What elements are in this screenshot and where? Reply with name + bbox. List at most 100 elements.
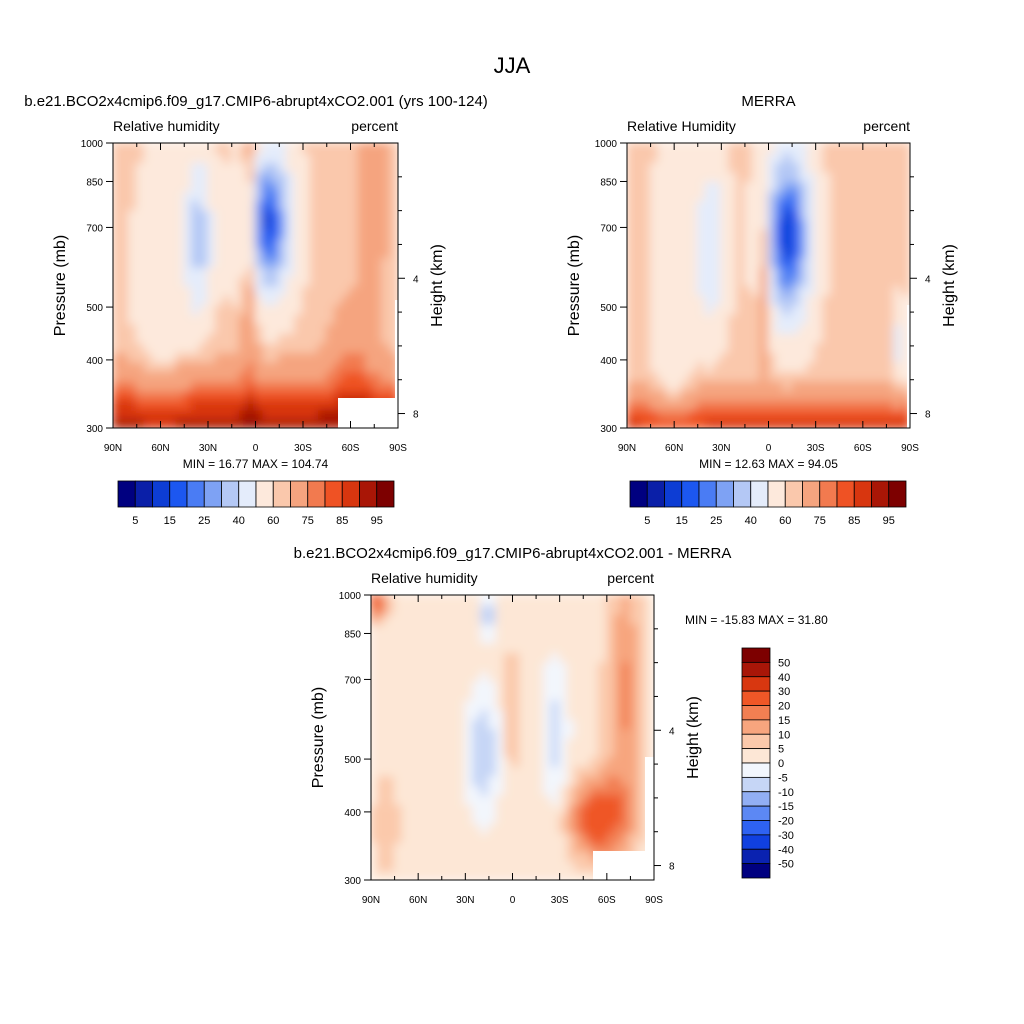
contour-cell bbox=[495, 595, 506, 606]
contour-cell bbox=[838, 408, 849, 420]
contour-cell bbox=[665, 237, 676, 249]
colorbar-box bbox=[715, 480, 734, 508]
contour-cell bbox=[175, 189, 186, 201]
contour-cell bbox=[286, 341, 297, 353]
contour-cell bbox=[629, 622, 640, 634]
contour-cell bbox=[901, 322, 910, 334]
contour-cell bbox=[605, 603, 616, 615]
contour-cell bbox=[621, 698, 632, 710]
contour-cell bbox=[425, 812, 435, 824]
contour-cell bbox=[814, 180, 825, 192]
contour-cell bbox=[759, 360, 770, 372]
contour-cell bbox=[417, 812, 428, 824]
contour-cell bbox=[574, 660, 585, 672]
contour-cell bbox=[519, 679, 530, 691]
contour-cell bbox=[869, 246, 880, 258]
contour-cell bbox=[590, 736, 600, 748]
contour-cell bbox=[798, 246, 809, 258]
contour-cell bbox=[720, 370, 731, 382]
contour-cell bbox=[167, 332, 178, 344]
contour-cell bbox=[759, 408, 770, 420]
contour-cell bbox=[657, 332, 668, 344]
contour-cell bbox=[199, 275, 209, 287]
contour-cell bbox=[590, 641, 600, 653]
contour-cell bbox=[597, 831, 608, 843]
contour-cell bbox=[846, 170, 856, 182]
contour-cell bbox=[590, 717, 600, 729]
contour-cell bbox=[861, 161, 872, 173]
contour-cell bbox=[791, 332, 801, 344]
contour-cell bbox=[688, 237, 699, 249]
contour-cell bbox=[511, 651, 522, 663]
contour-cell bbox=[495, 689, 506, 701]
contour-cell bbox=[317, 398, 328, 410]
contour-cell bbox=[681, 199, 691, 211]
contour-cell bbox=[246, 189, 257, 201]
contour-cell bbox=[175, 218, 186, 230]
contour-cell bbox=[720, 170, 731, 182]
contour-cell bbox=[649, 313, 660, 325]
contour-cell bbox=[519, 622, 530, 634]
contour-cell bbox=[688, 265, 699, 277]
y-tick-label: 500 bbox=[86, 303, 103, 314]
contour-cell bbox=[127, 180, 138, 192]
contour-cell bbox=[696, 170, 707, 182]
contour-cell bbox=[207, 408, 217, 420]
contour-cell bbox=[673, 360, 684, 372]
contour-cell bbox=[371, 660, 380, 672]
contour-cell bbox=[199, 143, 209, 154]
contour-cell bbox=[175, 275, 186, 287]
contour-cell bbox=[199, 389, 209, 401]
contour-cell bbox=[645, 746, 654, 758]
units-label: percent bbox=[607, 570, 654, 586]
contour-cell bbox=[673, 313, 684, 325]
contour-cell bbox=[806, 303, 817, 315]
contour-cell bbox=[207, 237, 217, 249]
contour-cell bbox=[333, 341, 344, 353]
contour-cell bbox=[613, 784, 624, 796]
y-tick-label: 300 bbox=[600, 424, 617, 435]
contour-cell bbox=[317, 370, 328, 382]
contour-cell bbox=[393, 841, 404, 853]
contour-cell bbox=[381, 294, 392, 306]
contour-cell bbox=[736, 143, 746, 154]
contour-cell bbox=[822, 256, 833, 268]
contour-cell bbox=[519, 651, 530, 663]
contour-cell bbox=[191, 218, 202, 230]
contour-cell bbox=[853, 370, 864, 382]
contour-cell bbox=[159, 341, 170, 353]
contour-cell bbox=[472, 822, 483, 834]
contour-cell bbox=[511, 708, 522, 720]
contour-cell bbox=[294, 313, 304, 325]
contour-cell bbox=[846, 143, 856, 154]
contour-cell bbox=[901, 218, 910, 230]
contour-cell bbox=[357, 227, 368, 239]
contour-cell bbox=[877, 398, 888, 410]
contour-cell bbox=[175, 294, 186, 306]
contour-cell bbox=[480, 698, 490, 710]
contour-cell bbox=[393, 595, 404, 606]
contour-cell bbox=[582, 632, 593, 644]
contour-cell bbox=[448, 755, 459, 767]
contour-cell bbox=[566, 803, 577, 815]
contour-cell bbox=[409, 670, 420, 682]
contour-cell bbox=[688, 199, 699, 211]
contour-cell bbox=[542, 755, 553, 767]
contour-cell bbox=[341, 294, 352, 306]
contour-cell bbox=[783, 143, 794, 154]
right-tick-label: 4 bbox=[669, 726, 675, 737]
contour-cell bbox=[425, 831, 435, 843]
contour-cell bbox=[222, 332, 233, 344]
contour-cell bbox=[371, 765, 380, 777]
contour-cell bbox=[373, 284, 384, 296]
contour-cell bbox=[377, 746, 388, 758]
contour-cell bbox=[333, 151, 344, 163]
contour-cell bbox=[877, 360, 888, 372]
colorbar-label: 15 bbox=[676, 515, 688, 527]
contour-cell bbox=[349, 313, 360, 325]
contour-cell bbox=[207, 322, 217, 334]
contour-cell bbox=[657, 180, 668, 192]
contour-cell bbox=[456, 622, 467, 634]
contour-cell bbox=[633, 246, 644, 258]
contour-cell bbox=[877, 256, 888, 268]
